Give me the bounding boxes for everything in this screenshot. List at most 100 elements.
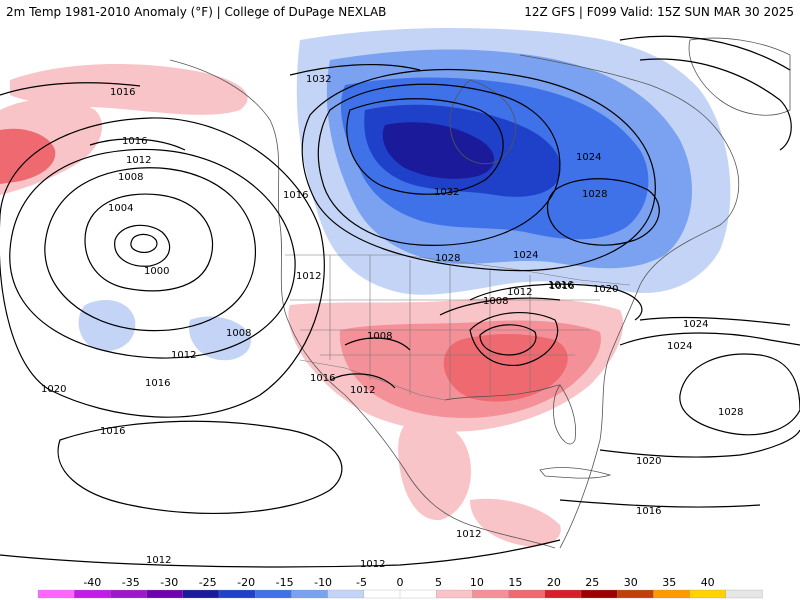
colorbar-tick-label: -30 bbox=[160, 576, 178, 589]
warm-anomaly-mexico bbox=[398, 419, 471, 521]
isobar-label: 1008 bbox=[483, 296, 508, 307]
coastline-cuba bbox=[539, 467, 612, 479]
colorbar-tick-label: -25 bbox=[199, 576, 217, 589]
isobar-1000-inner bbox=[130, 233, 158, 253]
isobar-label: 1016 bbox=[110, 87, 135, 98]
isobar-label: 1016 bbox=[636, 506, 661, 517]
isobar-label: 1012 bbox=[456, 529, 481, 540]
isobar-labels: 1032 1016 1016 1012 1008 1004 1000 1016 … bbox=[41, 74, 743, 570]
colorbar-segment bbox=[617, 589, 655, 599]
isobar-label: 1012 bbox=[146, 555, 171, 566]
colorbar-segment bbox=[255, 589, 293, 599]
warm-anomaly-alaska-core bbox=[0, 128, 56, 184]
isobar-1008-low bbox=[479, 324, 537, 356]
isobar-1012-north-pacific bbox=[89, 138, 186, 151]
isobar-1012-south bbox=[0, 539, 561, 568]
isobar-1008-southwest bbox=[344, 337, 411, 351]
cold-anomaly-west-coast bbox=[78, 300, 136, 351]
colorbar-tick-label: -35 bbox=[122, 576, 140, 589]
isobar-1032-north bbox=[289, 63, 421, 76]
colorbar-segment bbox=[110, 589, 148, 599]
warm-anomaly-us-south-core bbox=[443, 334, 568, 402]
colorbar-tick-label: 30 bbox=[624, 576, 638, 589]
colorbar-segment bbox=[508, 589, 546, 599]
political-borders bbox=[285, 254, 631, 401]
isobar-1012-southwest bbox=[329, 373, 396, 389]
temperature-colorbar: -40 -35 -30 -25 -20 -15 -10 -5 0 5 10 15 20 25 30 35 40 bbox=[37, 576, 763, 599]
isobar-1008-west bbox=[44, 167, 256, 332]
isobar-1016-mid bbox=[439, 297, 561, 316]
isobar-label: 1016 bbox=[549, 281, 574, 292]
map-title: 2m Temp 1981-2010 Anomaly (°F) | College… bbox=[6, 5, 387, 19]
header-bar: 2m Temp 1981-2010 Anomaly (°F) | College… bbox=[0, 0, 800, 22]
isobar-arctic bbox=[639, 58, 792, 151]
coastline-florida bbox=[553, 384, 577, 445]
isobar-label: 1016 bbox=[145, 378, 170, 389]
colorbar-segment bbox=[399, 589, 437, 599]
colorbar-tick-label: 40 bbox=[701, 576, 715, 589]
model-valid-time: 12Z GFS | F099 Valid: 15Z SUN MAR 30 202… bbox=[524, 5, 794, 19]
isobar-label: 1020 bbox=[41, 384, 66, 395]
coastline-gulf bbox=[444, 384, 561, 401]
colorbar-segment bbox=[689, 589, 727, 599]
isobar-label: 1004 bbox=[108, 203, 133, 214]
isobar-label: 1028 bbox=[582, 189, 607, 200]
isobar-label: 1012 bbox=[126, 155, 151, 166]
isobar-label: 1028 bbox=[718, 407, 743, 418]
isobar-label: 1012 bbox=[360, 559, 385, 570]
isobar-1004 bbox=[84, 193, 214, 292]
isobar-label: 1020 bbox=[593, 284, 618, 295]
colorbar-tick-label: -40 bbox=[83, 576, 101, 589]
colorbar-segment bbox=[363, 589, 401, 599]
colorbar-segment bbox=[544, 589, 582, 599]
isobars bbox=[0, 35, 800, 568]
isobar-label: 1016 bbox=[100, 426, 125, 437]
isobar-label: 1032 bbox=[434, 187, 459, 198]
colorbar-segment bbox=[291, 589, 329, 599]
cold-anomaly-southwest bbox=[189, 316, 251, 361]
border-us-mexico bbox=[299, 359, 446, 401]
temperature-anomaly-map: 1032 1016 1016 1012 1008 1004 1000 1016 … bbox=[0, 22, 800, 575]
colorbar-tick-label: 5 bbox=[435, 576, 442, 589]
colorbar-tick-label: 0 bbox=[397, 576, 404, 589]
isobar-1000 bbox=[114, 224, 171, 267]
colorbar-tick-label: -10 bbox=[314, 576, 332, 589]
isobar-1016-south bbox=[57, 420, 343, 514]
isobar-label: 1016 bbox=[310, 373, 335, 384]
isobar-1020-atlantic bbox=[599, 429, 800, 458]
coastline-greenland bbox=[688, 37, 791, 116]
warm-anomaly-north-pacific bbox=[10, 64, 248, 115]
isobar-label: 1028 bbox=[435, 253, 460, 264]
colorbar-tick-label: 20 bbox=[547, 576, 561, 589]
isobar-greenland bbox=[619, 35, 791, 71]
isobar-1028-high bbox=[317, 83, 561, 246]
colorbar-tick-label: 10 bbox=[470, 576, 484, 589]
colorbar-tick-label: 25 bbox=[585, 576, 599, 589]
colorbar-tick-label: -20 bbox=[237, 576, 255, 589]
isobar-label: 1012 bbox=[171, 350, 196, 361]
colorbar-segment bbox=[725, 589, 763, 599]
isobar-label: 1008 bbox=[118, 172, 143, 183]
coastline-north-america bbox=[169, 54, 740, 549]
colorbar-tick-label: 35 bbox=[662, 576, 676, 589]
colorbar-ticks: -40 -35 -30 -25 -20 -15 -10 -5 0 5 10 15 20 25 30 35 40 bbox=[83, 576, 714, 589]
isobar-1016-pacific bbox=[0, 117, 325, 418]
isobar-1012-west bbox=[9, 148, 296, 359]
colorbar-segment bbox=[472, 589, 510, 599]
isobar-label: 1016 bbox=[122, 136, 147, 147]
coastlines bbox=[169, 37, 791, 549]
colorbar-segment bbox=[436, 589, 474, 599]
border-state-lines bbox=[290, 255, 600, 400]
isobar-label: 1024 bbox=[667, 341, 692, 352]
isobar-label: 1012 bbox=[507, 287, 532, 298]
isobar-label: 1024 bbox=[576, 152, 601, 163]
isobar-label: 1008 bbox=[367, 331, 392, 342]
colorbar-tick-label: 15 bbox=[508, 576, 522, 589]
colorbar-segment bbox=[218, 589, 256, 599]
warm-anomaly-region bbox=[0, 64, 624, 547]
colorbar-segment bbox=[327, 589, 365, 599]
cold-anomaly-max bbox=[382, 122, 495, 179]
isobar-1032-high bbox=[346, 98, 504, 195]
isobar-label: 1012 bbox=[296, 271, 321, 282]
colorbar-segments bbox=[37, 589, 763, 599]
